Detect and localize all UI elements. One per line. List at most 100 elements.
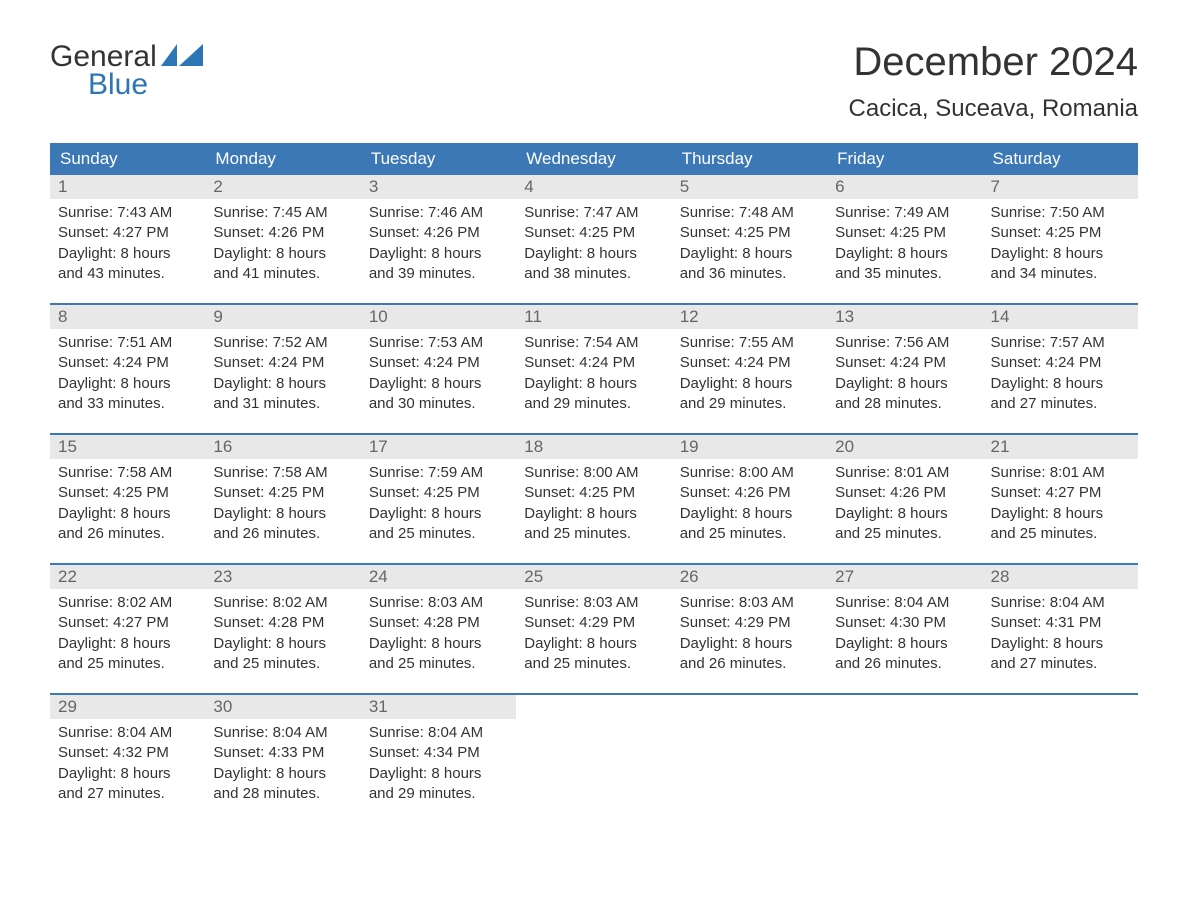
day-sunrise: Sunrise: 7:54 AM: [524, 333, 663, 353]
calendar-day: 13Sunrise: 7:56 AMSunset: 4:24 PMDayligh…: [827, 305, 982, 433]
day-d1: Daylight: 8 hours: [58, 244, 197, 264]
day-d2: and 33 minutes.: [58, 394, 197, 414]
day-d1: Daylight: 8 hours: [524, 504, 663, 524]
day-body: Sunrise: 8:04 AMSunset: 4:30 PMDaylight:…: [827, 589, 982, 684]
day-body: Sunrise: 7:50 AMSunset: 4:25 PMDaylight:…: [983, 199, 1138, 294]
day-body: Sunrise: 8:02 AMSunset: 4:27 PMDaylight:…: [50, 589, 205, 684]
day-sunset: Sunset: 4:24 PM: [524, 353, 663, 373]
calendar-day: 14Sunrise: 7:57 AMSunset: 4:24 PMDayligh…: [983, 305, 1138, 433]
day-body: Sunrise: 7:59 AMSunset: 4:25 PMDaylight:…: [361, 459, 516, 554]
calendar-day: 11Sunrise: 7:54 AMSunset: 4:24 PMDayligh…: [516, 305, 671, 433]
logo-text-accent: Blue: [88, 68, 148, 102]
day-number: 11: [516, 305, 671, 329]
day-d2: and 25 minutes.: [524, 524, 663, 544]
day-d2: and 25 minutes.: [58, 654, 197, 674]
day-number: 4: [516, 175, 671, 199]
day-sunrise: Sunrise: 8:03 AM: [369, 593, 508, 613]
day-sunrise: Sunrise: 8:02 AM: [213, 593, 352, 613]
day-d1: Daylight: 8 hours: [213, 244, 352, 264]
day-number: 19: [672, 435, 827, 459]
day-body: Sunrise: 7:54 AMSunset: 4:24 PMDaylight:…: [516, 329, 671, 424]
day-body: Sunrise: 8:03 AMSunset: 4:29 PMDaylight:…: [516, 589, 671, 684]
day-sunset: Sunset: 4:25 PM: [680, 223, 819, 243]
calendar-day: 9Sunrise: 7:52 AMSunset: 4:24 PMDaylight…: [205, 305, 360, 433]
day-sunset: Sunset: 4:24 PM: [991, 353, 1130, 373]
calendar-week: 1Sunrise: 7:43 AMSunset: 4:27 PMDaylight…: [50, 175, 1138, 303]
day-body: Sunrise: 8:01 AMSunset: 4:27 PMDaylight:…: [983, 459, 1138, 554]
calendar-week: 8Sunrise: 7:51 AMSunset: 4:24 PMDaylight…: [50, 303, 1138, 433]
day-body: Sunrise: 8:00 AMSunset: 4:26 PMDaylight:…: [672, 459, 827, 554]
day-body: Sunrise: 8:01 AMSunset: 4:26 PMDaylight:…: [827, 459, 982, 554]
day-sunset: Sunset: 4:26 PM: [213, 223, 352, 243]
day-sunset: Sunset: 4:29 PM: [524, 613, 663, 633]
calendar-day: 6Sunrise: 7:49 AMSunset: 4:25 PMDaylight…: [827, 175, 982, 303]
calendar-week: 29Sunrise: 8:04 AMSunset: 4:32 PMDayligh…: [50, 693, 1138, 823]
day-d2: and 29 minutes.: [680, 394, 819, 414]
day-d1: Daylight: 8 hours: [524, 374, 663, 394]
day-sunrise: Sunrise: 8:03 AM: [680, 593, 819, 613]
day-sunset: Sunset: 4:25 PM: [213, 483, 352, 503]
day-number: 13: [827, 305, 982, 329]
day-number: 12: [672, 305, 827, 329]
day-d2: and 26 minutes.: [835, 654, 974, 674]
calendar-day: 7Sunrise: 7:50 AMSunset: 4:25 PMDaylight…: [983, 175, 1138, 303]
day-body: Sunrise: 7:56 AMSunset: 4:24 PMDaylight:…: [827, 329, 982, 424]
calendar-day: 15Sunrise: 7:58 AMSunset: 4:25 PMDayligh…: [50, 435, 205, 563]
day-number: 27: [827, 565, 982, 589]
day-d1: Daylight: 8 hours: [835, 374, 974, 394]
day-sunrise: Sunrise: 7:57 AM: [991, 333, 1130, 353]
day-d1: Daylight: 8 hours: [524, 634, 663, 654]
day-number: 20: [827, 435, 982, 459]
day-number: 9: [205, 305, 360, 329]
day-d2: and 25 minutes.: [680, 524, 819, 544]
day-number: 21: [983, 435, 1138, 459]
day-body: Sunrise: 8:02 AMSunset: 4:28 PMDaylight:…: [205, 589, 360, 684]
day-d1: Daylight: 8 hours: [58, 634, 197, 654]
day-sunset: Sunset: 4:25 PM: [835, 223, 974, 243]
calendar-day: 29Sunrise: 8:04 AMSunset: 4:32 PMDayligh…: [50, 695, 205, 823]
day-sunset: Sunset: 4:27 PM: [991, 483, 1130, 503]
calendar-day: 31Sunrise: 8:04 AMSunset: 4:34 PMDayligh…: [361, 695, 516, 823]
day-body: Sunrise: 7:46 AMSunset: 4:26 PMDaylight:…: [361, 199, 516, 294]
day-d2: and 30 minutes.: [369, 394, 508, 414]
day-d1: Daylight: 8 hours: [835, 244, 974, 264]
calendar-day: 4Sunrise: 7:47 AMSunset: 4:25 PMDaylight…: [516, 175, 671, 303]
day-d1: Daylight: 8 hours: [213, 634, 352, 654]
day-number-empty: [516, 695, 671, 719]
day-sunrise: Sunrise: 7:58 AM: [213, 463, 352, 483]
day-body: Sunrise: 7:47 AMSunset: 4:25 PMDaylight:…: [516, 199, 671, 294]
day-d1: Daylight: 8 hours: [835, 634, 974, 654]
day-number: 15: [50, 435, 205, 459]
day-sunrise: Sunrise: 8:01 AM: [835, 463, 974, 483]
day-sunset: Sunset: 4:25 PM: [524, 223, 663, 243]
day-d2: and 29 minutes.: [369, 784, 508, 804]
day-d1: Daylight: 8 hours: [369, 244, 508, 264]
header-wednesday: Wednesday: [516, 143, 671, 175]
calendar-day: 10Sunrise: 7:53 AMSunset: 4:24 PMDayligh…: [361, 305, 516, 433]
day-sunrise: Sunrise: 8:03 AM: [524, 593, 663, 613]
day-body: Sunrise: 7:53 AMSunset: 4:24 PMDaylight:…: [361, 329, 516, 424]
day-body: Sunrise: 7:48 AMSunset: 4:25 PMDaylight:…: [672, 199, 827, 294]
day-sunset: Sunset: 4:28 PM: [213, 613, 352, 633]
calendar-day: 25Sunrise: 8:03 AMSunset: 4:29 PMDayligh…: [516, 565, 671, 693]
day-body: Sunrise: 7:57 AMSunset: 4:24 PMDaylight:…: [983, 329, 1138, 424]
day-d1: Daylight: 8 hours: [213, 764, 352, 784]
day-d1: Daylight: 8 hours: [680, 634, 819, 654]
day-d2: and 27 minutes.: [991, 654, 1130, 674]
logo-flag-icon: [161, 44, 203, 71]
day-number: 14: [983, 305, 1138, 329]
day-d2: and 25 minutes.: [369, 654, 508, 674]
day-sunset: Sunset: 4:24 PM: [680, 353, 819, 373]
day-number: 7: [983, 175, 1138, 199]
header-tuesday: Tuesday: [361, 143, 516, 175]
day-sunset: Sunset: 4:25 PM: [369, 483, 508, 503]
day-sunrise: Sunrise: 7:49 AM: [835, 203, 974, 223]
day-sunrise: Sunrise: 7:51 AM: [58, 333, 197, 353]
day-body: Sunrise: 7:52 AMSunset: 4:24 PMDaylight:…: [205, 329, 360, 424]
day-d1: Daylight: 8 hours: [524, 244, 663, 264]
day-number-empty: [827, 695, 982, 719]
day-d2: and 29 minutes.: [524, 394, 663, 414]
calendar-day: 27Sunrise: 8:04 AMSunset: 4:30 PMDayligh…: [827, 565, 982, 693]
day-number: 18: [516, 435, 671, 459]
day-sunrise: Sunrise: 8:04 AM: [58, 723, 197, 743]
